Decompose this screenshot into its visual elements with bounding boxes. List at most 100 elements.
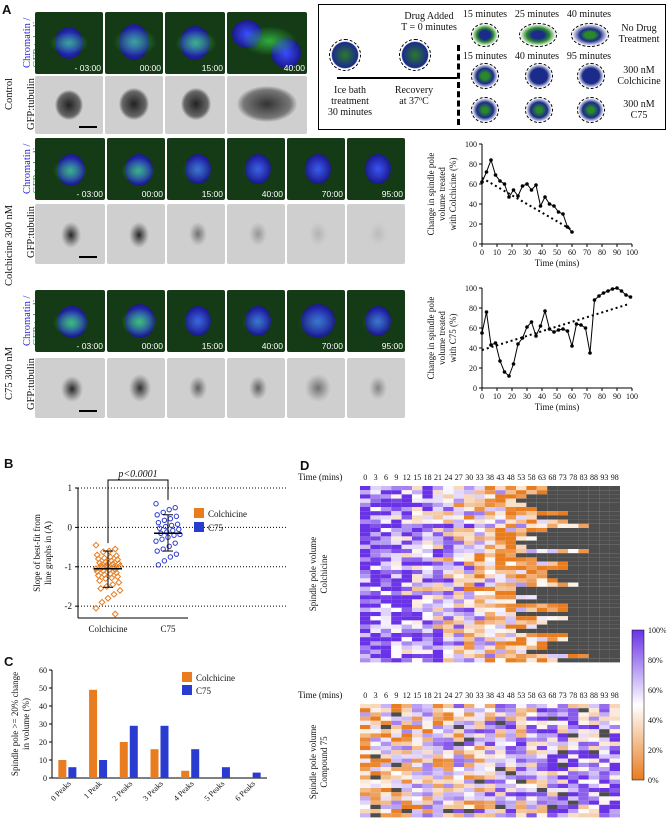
heatmap-cell — [370, 578, 381, 583]
heatmap-cell — [557, 750, 568, 755]
heatmap-cell — [547, 628, 558, 633]
heatmap-cell — [609, 649, 620, 654]
heatmap-cell — [453, 716, 464, 721]
heatmap-cell — [495, 532, 506, 537]
micrograph-gray — [167, 358, 225, 418]
heatmap-cell — [536, 624, 548, 629]
heatmap-cell — [588, 536, 600, 541]
heatmap-cell — [536, 515, 548, 520]
heatmap-cell — [453, 775, 464, 780]
heatmap-cell — [568, 490, 579, 495]
heatmap-cell — [609, 586, 620, 591]
heatmap-cell — [484, 544, 496, 549]
data-point — [92, 541, 100, 549]
heatmap-cell — [370, 645, 381, 650]
x-tick-label: 27 — [455, 691, 463, 700]
heatmap-cell — [432, 813, 444, 818]
heatmap-cell — [443, 716, 454, 721]
heatmap-cell — [380, 704, 392, 709]
heatmap-cell — [609, 813, 620, 818]
heatmap-cell — [474, 599, 485, 604]
heatmap-cell — [495, 741, 506, 746]
heatmap-cell — [568, 762, 579, 767]
heatmap-cell — [599, 620, 610, 625]
heatmap-cell — [568, 750, 579, 755]
heatmap-cell — [443, 725, 454, 730]
heatmap-cell — [474, 800, 485, 805]
data-point — [154, 512, 160, 518]
heatmap-cell — [526, 767, 537, 772]
heatmap-cell — [536, 570, 548, 575]
bar — [150, 749, 159, 778]
heatmap-cell — [609, 754, 620, 759]
heatmap-cell — [495, 746, 506, 751]
micrograph-gray — [227, 76, 307, 134]
heatmap-cell — [360, 712, 371, 717]
heatmap-cell — [588, 612, 600, 617]
heatmap-cell — [495, 788, 506, 793]
heatmap-cell — [495, 720, 506, 725]
heatmap-cell — [443, 779, 454, 784]
micrograph-gray — [35, 204, 105, 264]
heatmap-cell — [588, 557, 600, 562]
heatmap-cell — [370, 557, 381, 562]
heatmap-cell — [505, 788, 516, 793]
heatmap-cell — [443, 532, 454, 537]
data-point — [565, 329, 570, 333]
heatmap-cell — [547, 561, 558, 566]
heatmap-cell — [578, 620, 589, 625]
heatmap-cell — [495, 804, 506, 809]
heatmap-cell — [609, 725, 620, 730]
heatmap-cell — [547, 704, 558, 709]
heatmap-cell — [453, 561, 464, 566]
heatmap-cell — [443, 599, 454, 604]
heatmap-cell — [588, 549, 600, 554]
heatmap-cell — [578, 771, 589, 776]
heatmap-cell — [453, 565, 464, 570]
heatmap-cell — [536, 712, 548, 717]
data-point — [164, 529, 170, 535]
heatmap-cell — [495, 800, 506, 805]
heatmap-cell — [588, 762, 600, 767]
heatmap-cell — [609, 523, 620, 528]
heatmap-cell — [495, 565, 506, 570]
heatmap-cell — [484, 561, 496, 566]
heatmap-cell — [484, 758, 496, 763]
heatmap-cell — [568, 603, 579, 608]
data-point — [116, 562, 124, 570]
heatmap-cell — [453, 511, 464, 516]
data-point — [561, 327, 565, 331]
heatmap-cell — [443, 595, 454, 600]
heatmap-cell — [484, 595, 496, 600]
heatmap-cell — [422, 532, 433, 537]
data-point — [177, 531, 183, 538]
heatmap-cell — [526, 658, 537, 663]
heatmap-cell — [412, 553, 423, 558]
heatmap-cell — [443, 565, 454, 570]
heatmap-cell — [536, 813, 548, 818]
heatmap-cell — [526, 645, 537, 650]
heatmap-cell — [360, 637, 371, 642]
heatmap-cell — [412, 725, 423, 730]
heatmap-cell — [422, 733, 433, 738]
heatmap-cell — [526, 716, 537, 721]
data-point — [583, 326, 588, 330]
data-point — [493, 173, 498, 177]
heatmap-cell — [453, 737, 464, 742]
heatmap-cell — [432, 737, 444, 742]
heatmap-cell — [370, 792, 381, 797]
heatmap-cell — [526, 649, 537, 654]
heatmap-cell — [412, 574, 423, 579]
heatmap-cell — [609, 536, 620, 541]
heatmap-cell — [360, 779, 371, 784]
heatmap-cell — [516, 645, 527, 650]
heatmap-cell — [391, 574, 402, 579]
heatmap-cell — [474, 549, 485, 554]
heatmap-cell — [578, 729, 589, 734]
heatmap-cell — [599, 519, 610, 524]
heatmap-cell — [599, 494, 610, 499]
heatmap-cell — [526, 515, 537, 520]
heatmap-cell — [401, 507, 412, 512]
heatmap-cell — [464, 750, 475, 755]
data-point — [525, 182, 529, 186]
